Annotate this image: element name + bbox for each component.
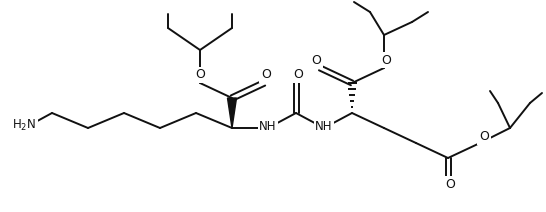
Text: O: O: [195, 68, 205, 81]
Polygon shape: [228, 98, 236, 128]
Text: O: O: [479, 131, 489, 144]
Text: H$_2$N: H$_2$N: [12, 117, 36, 132]
Text: O: O: [293, 68, 303, 81]
Text: NH: NH: [315, 120, 333, 133]
Text: O: O: [261, 68, 271, 81]
Text: O: O: [311, 53, 321, 67]
Text: O: O: [381, 53, 391, 67]
Text: NH: NH: [259, 120, 277, 133]
Text: O: O: [445, 178, 455, 191]
